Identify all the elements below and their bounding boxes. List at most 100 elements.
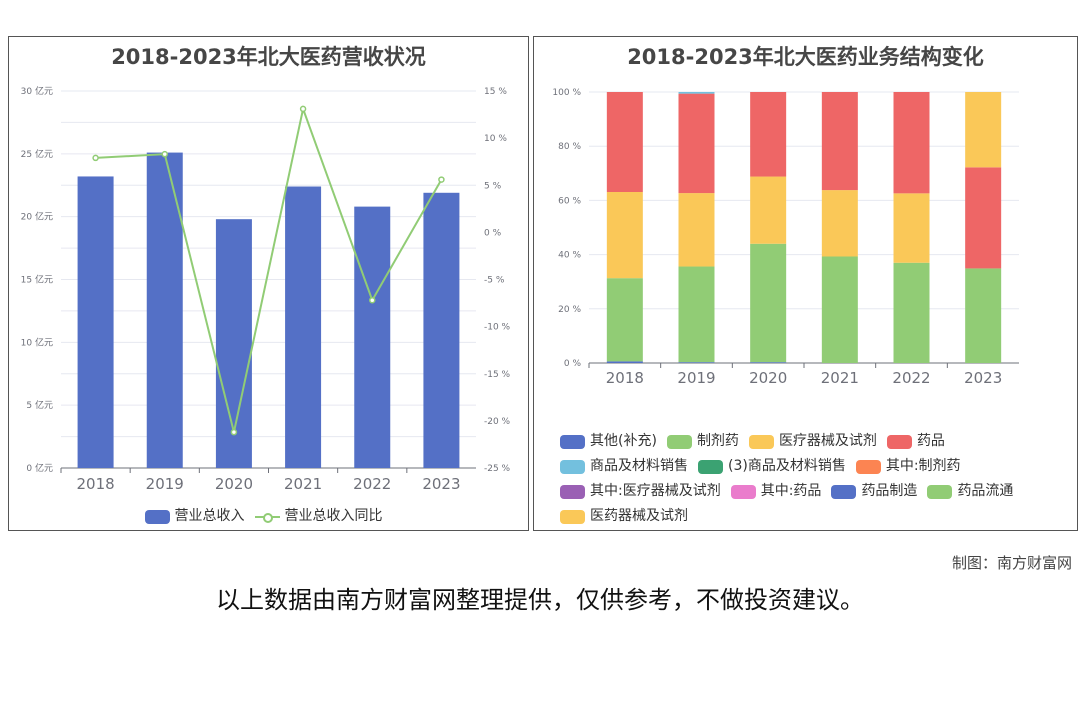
legend-item[interactable]: (3)商品及材料销售 bbox=[698, 454, 846, 479]
legend-item[interactable]: 商品及材料销售 bbox=[560, 454, 688, 479]
x-tick-label: 2018 bbox=[606, 369, 644, 387]
stack-segment bbox=[678, 266, 715, 363]
chart-title: 2018-2023年北大医药营收状况 bbox=[111, 45, 426, 69]
yoy-point bbox=[369, 296, 376, 304]
legend-swatch bbox=[730, 484, 756, 499]
stack-segment bbox=[606, 361, 643, 363]
legend-label: 药品 bbox=[916, 433, 945, 449]
legend-swatch bbox=[831, 484, 857, 499]
yoy-point bbox=[92, 154, 99, 162]
structure-legend: 其他(补充) 制剂药 医疗器械及试剂 药品商品及材料销售 (3)商品及材料销售 其中:制剂… bbox=[560, 429, 1067, 529]
legend-item[interactable]: 药品流通 bbox=[927, 479, 1013, 504]
legend-label: 医药器械及试剂 bbox=[590, 508, 688, 524]
x-tick-label: 2022 bbox=[892, 369, 930, 387]
y-tick-label: 60 % bbox=[558, 196, 581, 206]
y-right-tick-label: -20 % bbox=[484, 417, 511, 427]
stack-segment bbox=[750, 243, 787, 363]
legend-item[interactable]: 药品 bbox=[886, 429, 945, 454]
x-tick-label: 2019 bbox=[146, 475, 184, 493]
x-tick-label: 2023 bbox=[422, 475, 460, 493]
legend-swatch bbox=[254, 509, 280, 524]
legend-swatch bbox=[748, 434, 774, 449]
stack-segment bbox=[606, 278, 643, 362]
revenue-bar bbox=[354, 206, 391, 468]
stack-segment bbox=[821, 92, 858, 191]
y-tick-label: 100 % bbox=[552, 88, 581, 98]
y-right-tick-label: -5 % bbox=[484, 276, 505, 286]
legend-swatch bbox=[666, 434, 692, 449]
yoy-point bbox=[161, 150, 168, 158]
legend-item[interactable]: 其中:药品 bbox=[730, 479, 821, 504]
y-right-tick-label: 10 % bbox=[484, 134, 507, 144]
y-right-tick-label: 0 % bbox=[484, 228, 502, 238]
x-tick-label: 2020 bbox=[215, 475, 253, 493]
stack-segment bbox=[893, 92, 930, 194]
y-right-tick-label: 5 % bbox=[484, 181, 502, 191]
legend-swatch bbox=[698, 459, 723, 474]
legend-label: 商品及材料销售 bbox=[590, 458, 688, 474]
stack-segment bbox=[750, 92, 787, 177]
y-left-tick-label: 0 亿元 bbox=[26, 462, 53, 474]
legend-swatch bbox=[886, 434, 912, 449]
stack-segment bbox=[965, 268, 1002, 363]
legend-item[interactable]: 营业总收入同比 bbox=[254, 504, 383, 529]
revenue-chart-panel: 2018-2023年北大医药营收状况 0 亿元 5 亿元 10 亿元 15 亿元 20 … bbox=[8, 36, 529, 531]
legend-label: 其中:制剂药 bbox=[885, 458, 961, 474]
y-tick-label: 0 % bbox=[564, 359, 582, 369]
y-tick-label: 20 % bbox=[558, 305, 581, 315]
legend-item[interactable]: 其中:医疗器械及试剂 bbox=[560, 479, 721, 504]
legend-item[interactable]: 其中:制剂药 bbox=[855, 454, 961, 479]
stack-segment bbox=[606, 92, 643, 192]
y-left-tick-label: 30 亿元 bbox=[21, 85, 53, 97]
y-left-tick-label: 5 亿元 bbox=[26, 399, 53, 411]
legend-item[interactable]: 医疗器械及试剂 bbox=[748, 429, 877, 454]
x-tick-label: 2020 bbox=[749, 369, 787, 387]
legend-swatch bbox=[144, 509, 170, 524]
stack-segment bbox=[678, 92, 715, 94]
y-right-tick-label: -15 % bbox=[484, 370, 511, 380]
legend-label: 其他(补充) bbox=[590, 433, 657, 449]
revenue-bar bbox=[146, 152, 183, 468]
disclaimer: 以上数据由南方财富网整理提供，仅供参考，不做投资建议。 bbox=[216, 586, 864, 614]
stack-segment bbox=[750, 176, 787, 244]
y-right-tick-label: 15 % bbox=[484, 87, 507, 97]
stack-segment bbox=[678, 193, 715, 267]
legend-label: 营业总收入同比 bbox=[284, 508, 383, 524]
legend-item[interactable]: 营业总收入 bbox=[144, 504, 245, 529]
stack-segment bbox=[821, 190, 858, 257]
y-tick-label: 80 % bbox=[558, 142, 581, 152]
stack-segment bbox=[893, 193, 930, 263]
revenue-chart: 0 亿元 5 亿元 10 亿元 15 亿元 20 亿元 25 亿元 30 亿元 -25 % -2… bbox=[21, 85, 511, 493]
x-tick-label: 2023 bbox=[964, 369, 1002, 387]
structure-chart-panel: 2018-2023年北大医药业务结构变化 0 % 20 % 40 % 60 % 80 %… bbox=[533, 36, 1078, 531]
stack-segment bbox=[750, 362, 787, 363]
stack-segment bbox=[965, 167, 1002, 269]
legend-label: 制剂药 bbox=[696, 433, 739, 449]
stack-segment bbox=[893, 262, 930, 363]
legend-item[interactable]: 药品制造 bbox=[831, 479, 917, 504]
stack-segment bbox=[965, 92, 1002, 168]
y-left-tick-label: 10 亿元 bbox=[21, 336, 53, 348]
revenue-bar bbox=[215, 219, 252, 468]
legend-item[interactable]: 医药器械及试剂 bbox=[560, 504, 688, 529]
yoy-point bbox=[230, 428, 238, 436]
x-tick-label: 2021 bbox=[821, 369, 859, 387]
x-tick-label: 2021 bbox=[284, 475, 322, 493]
legend-swatch bbox=[560, 484, 585, 499]
legend-swatch bbox=[855, 459, 881, 474]
revenue-legend: 营业总收入 营业总收入同比 bbox=[9, 504, 528, 529]
y-right-tick-label: -10 % bbox=[484, 323, 511, 333]
yoy-line bbox=[95, 105, 443, 433]
revenue-bar bbox=[285, 186, 322, 469]
x-tick-label: 2018 bbox=[76, 475, 114, 493]
legend-item[interactable]: 制剂药 bbox=[666, 429, 739, 454]
x-tick-label: 2022 bbox=[353, 475, 391, 493]
x-tick-label: 2019 bbox=[677, 369, 715, 387]
legend-swatch bbox=[560, 459, 585, 474]
legend-item[interactable]: 其他(补充) bbox=[560, 429, 657, 454]
stack-segment bbox=[606, 191, 643, 279]
stack-segment bbox=[821, 256, 858, 363]
legend-label: 其中:医疗器械及试剂 bbox=[590, 483, 721, 499]
legend-label: 药品流通 bbox=[957, 483, 1014, 499]
legend-label: (3)商品及材料销售 bbox=[728, 458, 846, 474]
